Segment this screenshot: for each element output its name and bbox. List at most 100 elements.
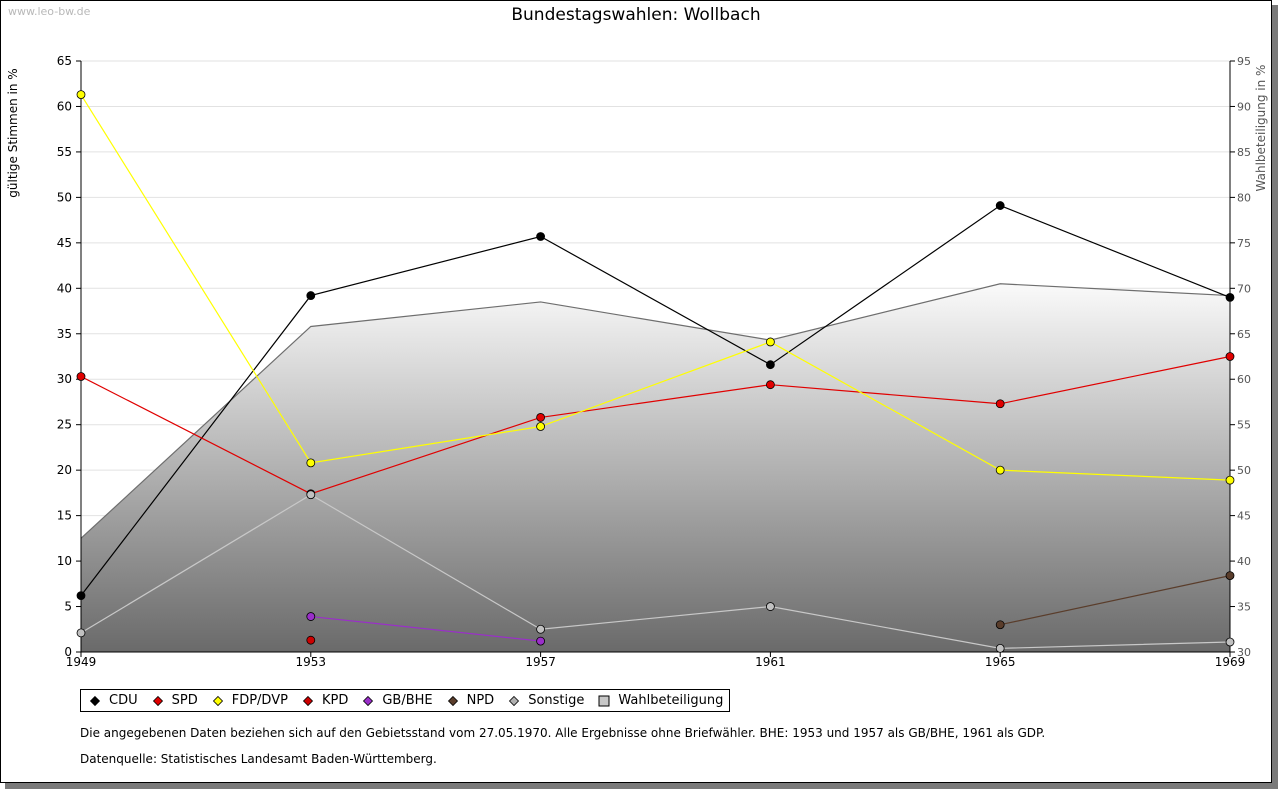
y-tick-label-right: 45 bbox=[1237, 510, 1251, 523]
turnout-area bbox=[81, 283, 1230, 652]
legend-item-npd: NPD bbox=[447, 693, 495, 708]
marker-sonstige bbox=[766, 602, 775, 611]
legend-item-kpd: KPD bbox=[302, 693, 348, 708]
legend-item-spd: SPD bbox=[152, 693, 198, 708]
x-tick-label: 1965 bbox=[985, 655, 1016, 669]
y-axis-label-right: Wahlbeteiligung in % bbox=[1254, 65, 1268, 192]
legend-item-cdu: CDU bbox=[89, 693, 138, 708]
marker-fdp-dvp bbox=[76, 90, 86, 100]
y-tick-label-right: 80 bbox=[1237, 191, 1251, 204]
marker-fdp-dvp bbox=[306, 458, 316, 468]
legend-marker-npd bbox=[447, 695, 458, 706]
y-tick-label-left: 60 bbox=[57, 99, 72, 113]
y-tick-label-left: 0 bbox=[64, 645, 72, 659]
legend-marker-fdp-dvp bbox=[212, 695, 223, 706]
legend-marker-cdu bbox=[89, 695, 101, 706]
legend-item-gb-bhe: GB/BHE bbox=[362, 693, 433, 708]
legend-label: CDU bbox=[109, 693, 138, 708]
marker-cdu bbox=[306, 291, 316, 300]
y-tick-label-left: 50 bbox=[57, 190, 72, 204]
y-tick-label-right: 70 bbox=[1237, 282, 1251, 295]
y-tick-label-left: 65 bbox=[57, 54, 72, 68]
legend-label: GB/BHE bbox=[382, 693, 433, 708]
legend-item-fdp-dvp: FDP/DVP bbox=[212, 693, 288, 708]
marker-npd bbox=[1225, 571, 1235, 581]
x-tick-label: 1953 bbox=[296, 655, 327, 669]
frame-shadow-right bbox=[1272, 5, 1278, 789]
marker-cdu bbox=[76, 591, 86, 601]
marker-gb-bhe bbox=[306, 612, 316, 621]
y-tick-label-left: 15 bbox=[57, 509, 72, 523]
series-line-fdp-dvp bbox=[80, 94, 1231, 481]
series-line-npd bbox=[1000, 575, 1231, 626]
legend-label: Wahlbeteiligung bbox=[618, 693, 724, 708]
y-tick-label-left: 5 bbox=[64, 600, 72, 614]
y-tick-label-right: 75 bbox=[1237, 237, 1251, 250]
marker-sonstige bbox=[306, 490, 316, 500]
x-tick-label: 1961 bbox=[755, 655, 786, 669]
legend-label: KPD bbox=[321, 693, 349, 708]
legend-label: NPD bbox=[466, 693, 495, 708]
series-line-sonstige bbox=[80, 494, 1231, 649]
series-line-spd bbox=[80, 355, 1231, 495]
y-tick-label-right: 60 bbox=[1237, 373, 1251, 386]
marker-fdp-dvp bbox=[1225, 475, 1235, 485]
y-tick-label-left: 10 bbox=[57, 554, 72, 568]
y-tick-label-right: 30 bbox=[1237, 646, 1251, 659]
legend-item-wahlbeteiligung: Wahlbeteiligung bbox=[598, 693, 723, 708]
chart-title: Bundestagswahlen: Wollbach bbox=[511, 5, 760, 25]
y-tick-label-left: 45 bbox=[57, 236, 72, 250]
legend-label: SPD bbox=[171, 693, 198, 708]
marker-spd bbox=[1225, 352, 1235, 361]
legend-marker-sonstige bbox=[509, 695, 520, 706]
marker-sonstige bbox=[1225, 637, 1235, 647]
marker-spd bbox=[76, 372, 86, 381]
y-tick-label-left: 40 bbox=[57, 281, 72, 295]
legend-label: Sonstige bbox=[528, 693, 585, 708]
series-line-gb-bhe bbox=[310, 615, 541, 642]
marker-kpd bbox=[306, 635, 316, 645]
marker-npd bbox=[995, 620, 1005, 630]
marker-spd bbox=[995, 399, 1005, 409]
frame-shadow-bottom bbox=[5, 783, 1278, 789]
marker-cdu bbox=[536, 232, 545, 241]
x-tick-label: 1949 bbox=[66, 655, 97, 669]
x-tick-label: 1969 bbox=[1215, 655, 1246, 669]
data-source: Datenquelle: Statistisches Landesamt Bad… bbox=[80, 752, 437, 766]
y-tick-label-left: 30 bbox=[57, 372, 72, 386]
y-tick-label-right: 85 bbox=[1237, 146, 1251, 159]
marker-fdp-dvp bbox=[766, 337, 775, 347]
marker-spd bbox=[766, 380, 775, 390]
y-tick-label-right: 90 bbox=[1237, 100, 1251, 113]
y-tick-label-right: 95 bbox=[1237, 55, 1251, 68]
x-tick-label: 1957 bbox=[525, 655, 556, 669]
data-note: Die angegebenen Daten beziehen sich auf … bbox=[80, 726, 1046, 740]
chart-legend: CDU SPD FDP/DVP KPD GB/BHE NPD Sonstige Wahlbet… bbox=[80, 689, 731, 712]
watermark: www.leo-bw.de bbox=[8, 5, 91, 18]
marker-cdu bbox=[995, 201, 1005, 210]
marker-sonstige bbox=[76, 628, 86, 638]
marker-gb-bhe bbox=[536, 636, 545, 646]
legend-marker-gb-bhe bbox=[363, 695, 374, 706]
marker-sonstige bbox=[995, 643, 1005, 653]
marker-cdu bbox=[766, 360, 775, 370]
legend-marker-wahlbeteiligung bbox=[598, 695, 610, 706]
y-tick-label-right: 35 bbox=[1237, 601, 1251, 614]
marker-cdu bbox=[1225, 292, 1235, 302]
series-line-cdu bbox=[80, 204, 1231, 596]
y-tick-label-left: 25 bbox=[57, 418, 72, 432]
y-tick-label-right: 55 bbox=[1237, 419, 1251, 432]
y-tick-label-left: 35 bbox=[57, 327, 72, 341]
y-tick-label-left: 20 bbox=[57, 463, 72, 477]
turnout-line bbox=[80, 283, 1231, 539]
marker-spd bbox=[536, 413, 545, 422]
marker-fdp-dvp bbox=[536, 422, 545, 431]
y-tick-label-right: 50 bbox=[1237, 464, 1251, 477]
marker-sonstige bbox=[536, 624, 545, 634]
y-tick-label-left: 55 bbox=[57, 145, 72, 159]
marker-fdp-dvp bbox=[995, 465, 1005, 475]
legend-marker-spd bbox=[152, 695, 163, 706]
y-tick-label-right: 40 bbox=[1237, 555, 1251, 568]
legend-item-sonstige: Sonstige bbox=[508, 693, 584, 708]
